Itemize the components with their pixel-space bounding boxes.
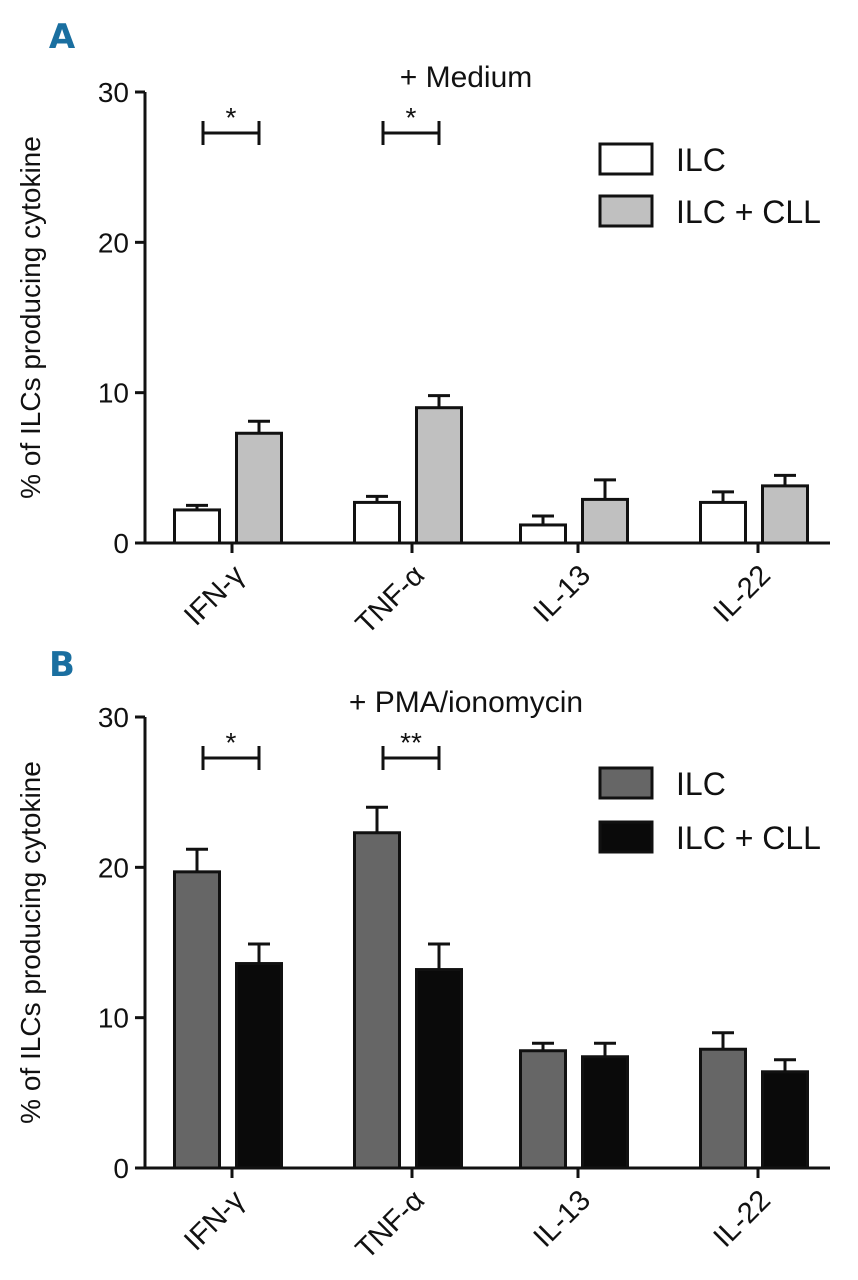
y-tick-label: 20	[98, 227, 129, 258]
x-tick-label: IL-22	[708, 1184, 777, 1253]
bar-ilc-0	[173, 508, 221, 545]
x-tick-label: TNF-α	[350, 559, 431, 640]
y-tick-label: 30	[98, 77, 129, 108]
y-tick-label: 10	[98, 378, 129, 409]
panel-letter: A	[49, 17, 76, 57]
chart-panel-a: A + Medium % of ILCs producing cytokine 0 10…	[15, 17, 830, 640]
bar-ilc-3	[699, 1047, 747, 1170]
legend-label: ILC + CLL	[676, 820, 821, 856]
bar-ilc-cll-3	[761, 1070, 809, 1170]
legend-swatch	[598, 194, 654, 228]
legend-swatch	[598, 766, 654, 800]
chart-title: + PMA/ionomycin	[349, 686, 583, 719]
panel-letter: B	[49, 645, 75, 685]
y-axis-label: % of ILCs producing cytokine	[15, 761, 46, 1124]
x-tick-label: IL-13	[528, 559, 597, 628]
bar-ilc-1	[353, 500, 401, 545]
significance-label: **	[400, 727, 422, 758]
significance-label: *	[226, 102, 237, 133]
bar-ilc-cll-2	[581, 1055, 629, 1170]
bar-ilc-cll-3	[761, 484, 809, 545]
y-tick-label: 10	[98, 1003, 129, 1034]
x-tick-label: TNF-α	[350, 1184, 431, 1265]
bar-ilc-2	[519, 523, 567, 545]
y-tick-label: 0	[113, 528, 129, 559]
x-tick-label: IL-13	[528, 1184, 597, 1253]
y-axis-label: % of ILCs producing cytokine	[15, 136, 46, 499]
legend-swatch	[598, 820, 654, 854]
bar-ilc-cll-0	[235, 962, 283, 1170]
bar-ilc-1	[353, 831, 401, 1170]
significance-label: *	[406, 102, 417, 133]
significance-label: *	[226, 727, 237, 758]
legend-swatch	[598, 142, 654, 176]
y-tick-label: 30	[98, 702, 129, 733]
legend-label: ILC + CLL	[676, 194, 821, 230]
chart-panel-b: B + PMA/ionomycin % of ILCs producing cyto…	[15, 645, 830, 1265]
y-tick-label: 0	[113, 1153, 129, 1184]
chart-title: + Medium	[400, 61, 533, 94]
bar-ilc-cll-0	[235, 431, 283, 545]
x-tick-label: IFN-γ	[178, 1184, 251, 1257]
bar-ilc-cll-2	[581, 497, 629, 545]
y-tick-label: 20	[98, 852, 129, 883]
legend-label: ILC	[676, 766, 726, 802]
bar-ilc-3	[699, 500, 747, 545]
legend-label: ILC	[676, 142, 726, 178]
bar-ilc-cll-1	[415, 968, 463, 1170]
bar-ilc-2	[519, 1049, 567, 1170]
x-tick-label: IL-22	[708, 559, 777, 628]
bar-ilc-0	[173, 870, 221, 1170]
bar-ilc-cll-1	[415, 406, 463, 545]
x-tick-label: IFN-γ	[178, 559, 251, 632]
